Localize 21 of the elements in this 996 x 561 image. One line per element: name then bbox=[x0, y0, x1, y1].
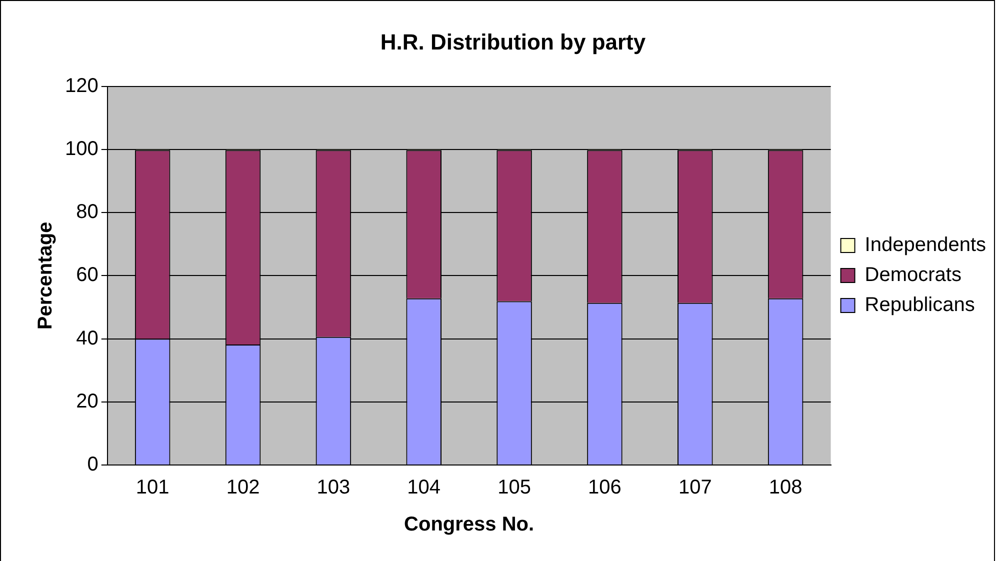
y-tick-label: 60 bbox=[76, 264, 98, 286]
legend-label: Republicans bbox=[864, 294, 975, 316]
x-tick-label: 102 bbox=[226, 476, 260, 499]
x-tick-label: 107 bbox=[678, 476, 712, 499]
y-tick-label: 80 bbox=[76, 201, 98, 224]
legend-label: Independents bbox=[864, 234, 986, 256]
x-tick-label: 101 bbox=[136, 476, 170, 499]
chart-title: H.R. Distribution by party bbox=[380, 29, 646, 54]
y-tick-label: 100 bbox=[64, 138, 98, 160]
y-tick-label: 120 bbox=[64, 74, 98, 97]
x-tick-label: 106 bbox=[588, 476, 622, 499]
x-tick-label: 104 bbox=[407, 476, 441, 499]
x-tick-label: 108 bbox=[768, 476, 802, 499]
y-axis-title: Percentage bbox=[34, 222, 57, 330]
y-tick-label: 20 bbox=[76, 390, 98, 412]
x-tick-label: 103 bbox=[316, 476, 350, 499]
y-tick-label: 0 bbox=[87, 454, 98, 476]
y-tick-label: 40 bbox=[76, 327, 98, 350]
x-tick-label: 105 bbox=[498, 476, 531, 499]
x-axis-title: Congress No. bbox=[404, 514, 534, 536]
legend-label: Democrats bbox=[864, 264, 962, 286]
